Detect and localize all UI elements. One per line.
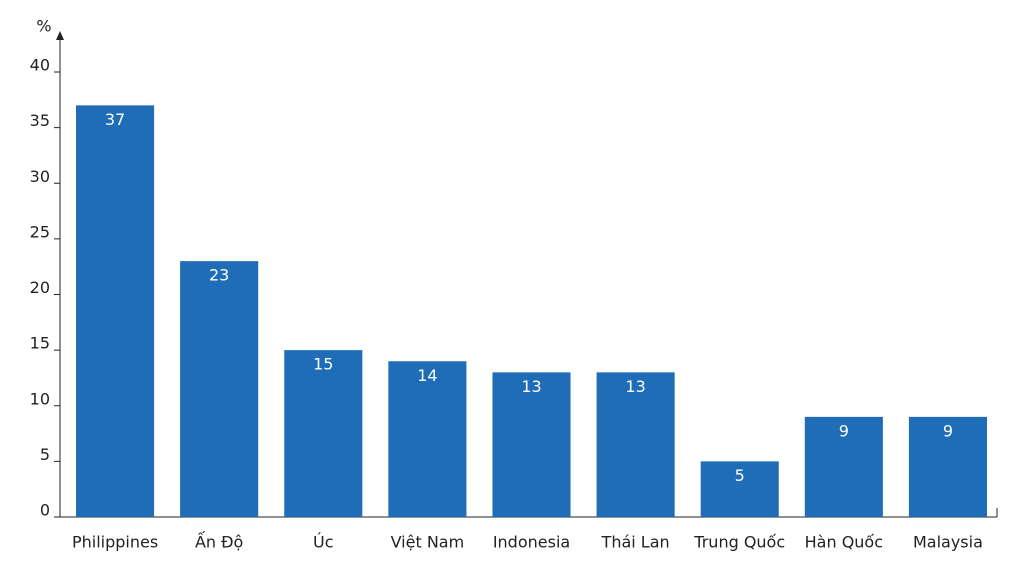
bar xyxy=(76,105,155,517)
bar xyxy=(700,461,779,517)
x-tick-label: Hàn Quốc xyxy=(805,533,883,552)
bar xyxy=(596,372,675,517)
x-tick-label: Indonesia xyxy=(493,533,570,552)
y-tick-label: 30 xyxy=(30,167,50,186)
y-tick-label: 10 xyxy=(30,389,50,408)
x-tick-label: Thái Lan xyxy=(601,533,670,552)
x-tick-label: Malaysia xyxy=(913,533,983,552)
value-label: 37 xyxy=(105,110,125,129)
bar xyxy=(180,261,259,517)
bar xyxy=(284,350,363,517)
value-label: 13 xyxy=(625,377,645,396)
value-label: 23 xyxy=(209,266,229,285)
x-tick-label: Úc xyxy=(313,533,334,552)
value-label: 13 xyxy=(521,377,541,396)
y-tick-label: 15 xyxy=(30,334,50,353)
y-tick-label: 20 xyxy=(30,278,50,297)
x-tick-label: Ấn Độ xyxy=(195,531,243,552)
x-tick-label: Việt Nam xyxy=(391,533,465,552)
y-tick-label: 0 xyxy=(40,501,50,520)
value-label: 9 xyxy=(839,421,849,440)
value-label: 14 xyxy=(417,366,437,385)
value-label: 5 xyxy=(735,466,745,485)
bar xyxy=(388,361,467,517)
value-label: 9 xyxy=(943,421,953,440)
y-axis-arrow xyxy=(56,31,64,40)
y-axis-label: % xyxy=(36,17,51,36)
x-tick-label: Philippines xyxy=(72,533,158,552)
bar xyxy=(492,372,571,517)
bar xyxy=(804,416,883,517)
y-tick-label: 25 xyxy=(30,222,50,241)
y-tick-label: 35 xyxy=(30,111,50,130)
y-tick-label: 40 xyxy=(30,56,50,75)
bar xyxy=(908,416,987,517)
value-label: 15 xyxy=(313,355,333,374)
x-tick-label: Trung Quốc xyxy=(693,533,785,552)
y-tick-label: 5 xyxy=(40,445,50,464)
